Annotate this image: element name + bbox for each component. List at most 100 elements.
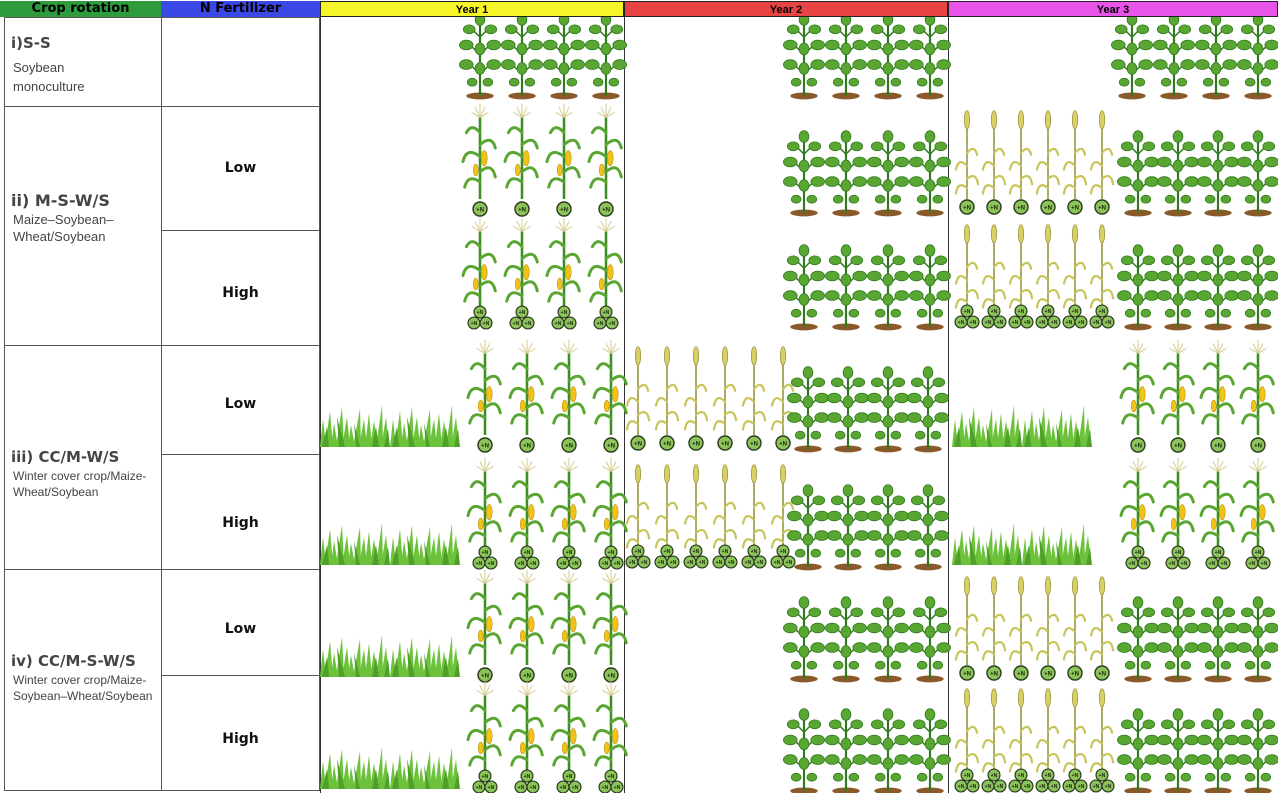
soybean-plant-icon (1116, 243, 1160, 332)
grass-cover-crop-icon (390, 405, 460, 447)
maize-plant-icon (466, 568, 502, 667)
maize-plant-icon (587, 216, 623, 315)
nitrogen-badge-icon (598, 780, 612, 793)
maize-plant-icon (1239, 456, 1275, 555)
soybean-plant-icon (1116, 129, 1160, 218)
nitrogen-badge-icon (987, 304, 1001, 318)
grass-cover-crop-icon (320, 747, 390, 789)
nitrogen-badge-icon (712, 555, 726, 569)
grass-cover-crop-icon (320, 523, 390, 565)
wheat-plant-icon (1035, 687, 1061, 779)
soybean-plant-icon (908, 129, 952, 218)
nitrogen-badge-icon (479, 316, 493, 330)
rotation-description: Maize–Soybean–Wheat/Soybean (13, 212, 114, 244)
soybean-plant-icon (824, 595, 868, 684)
nitrogen-badge-icon (1040, 665, 1056, 681)
rotation-cell-4: iv) CC/M-S-W/S Winter cover crop/Maize-S… (4, 569, 162, 791)
nitrogen-badge-icon (467, 316, 481, 330)
nitrogen-badge-icon (959, 199, 975, 215)
nitrogen-badge-icon (472, 780, 486, 793)
nitrogen-badge-icon (484, 556, 498, 570)
nitrogen-badge-icon (598, 201, 614, 217)
nitrogen-badge-icon (1047, 779, 1061, 793)
soybean-plant-icon (824, 243, 868, 332)
wheat-plant-icon (954, 687, 980, 779)
maize-plant-icon (508, 680, 544, 779)
maize-plant-icon (1199, 456, 1235, 555)
nitrogen-badge-icon (775, 435, 791, 451)
wheat-plant-icon (741, 463, 767, 555)
maize-plant-icon (1199, 338, 1235, 437)
n-cell-low: Low (161, 569, 320, 676)
nitrogen-badge-icon (603, 437, 619, 453)
maize-plant-icon (592, 456, 628, 555)
grass-cover-crop-icon (1022, 523, 1092, 565)
maize-plant-icon (1159, 338, 1195, 437)
nitrogen-badge-icon (1131, 545, 1145, 559)
wheat-plant-icon (1062, 575, 1088, 667)
nitrogen-badge-icon (520, 545, 534, 559)
header-year-3: Year 3 (948, 1, 1278, 17)
maize-plant-icon (550, 338, 586, 437)
rotation-cell-2: ii) M-S-W/S Maize–Soybean–Wheat/Soybean (4, 106, 162, 346)
n-cell-low: Low (161, 106, 320, 231)
nitrogen-badge-icon (1250, 437, 1266, 453)
nitrogen-badge-icon (695, 555, 709, 569)
nitrogen-badge-icon (1020, 779, 1034, 793)
nitrogen-badge-icon (568, 780, 582, 793)
nitrogen-badge-icon (604, 545, 618, 559)
maize-plant-icon (508, 568, 544, 667)
nitrogen-badge-icon (1014, 768, 1028, 782)
n-level-label: Low (224, 396, 257, 412)
nitrogen-badge-icon (724, 555, 738, 569)
nitrogen-badge-icon (604, 769, 618, 783)
nitrogen-badge-icon (960, 768, 974, 782)
n-cell-high: High (161, 454, 320, 570)
maize-plant-icon (1119, 456, 1155, 555)
soybean-plant-icon (866, 243, 910, 332)
nitrogen-badge-icon (563, 316, 577, 330)
nitrogen-badge-icon (509, 316, 523, 330)
nitrogen-badge-icon (556, 556, 570, 570)
nitrogen-badge-icon (741, 555, 755, 569)
nitrogen-badge-icon (514, 201, 530, 217)
nitrogen-badge-icon (1062, 315, 1076, 329)
wheat-plant-icon (1035, 109, 1061, 201)
n-level-label: Low (224, 160, 257, 176)
soybean-plant-icon (1156, 129, 1200, 218)
nitrogen-badge-icon (519, 437, 535, 453)
soybean-plant-icon (458, 17, 502, 101)
nitrogen-badge-icon (1205, 556, 1219, 570)
wheat-plant-icon (1008, 109, 1034, 201)
maize-plant-icon (466, 338, 502, 437)
nitrogen-badge-icon (630, 435, 646, 451)
nitrogen-badge-icon (1095, 304, 1109, 318)
nitrogen-badge-icon (966, 315, 980, 329)
nitrogen-badge-icon (514, 556, 528, 570)
n-level-label: High (222, 285, 259, 301)
nitrogen-badge-icon (966, 779, 980, 793)
soybean-plant-icon (1236, 595, 1278, 684)
maize-plant-icon (503, 216, 539, 315)
wheat-plant-icon (1089, 575, 1115, 667)
wheat-plant-icon (1035, 575, 1061, 667)
nitrogen-badge-icon (688, 435, 704, 451)
nitrogen-badge-icon (599, 305, 613, 319)
nitrogen-badge-icon (1074, 779, 1088, 793)
nitrogen-badge-icon (1095, 768, 1109, 782)
nitrogen-badge-icon (654, 555, 668, 569)
maize-plant-icon (592, 680, 628, 779)
soybean-plant-icon (866, 595, 910, 684)
n-cell-high: High (161, 675, 320, 791)
nitrogen-badge-icon (1067, 665, 1083, 681)
soybean-plant-icon (1116, 595, 1160, 684)
nitrogen-badge-icon (660, 544, 674, 558)
soybean-plant-icon (824, 129, 868, 218)
wheat-plant-icon (712, 345, 738, 437)
grass-cover-crop-icon (1022, 405, 1092, 447)
grass-cover-crop-icon (320, 405, 390, 447)
wheat-plant-icon (1089, 109, 1115, 201)
nitrogen-badge-icon (1035, 779, 1049, 793)
crop-rotation-artwork: +N (320, 17, 1278, 793)
wheat-plant-icon (741, 345, 767, 437)
